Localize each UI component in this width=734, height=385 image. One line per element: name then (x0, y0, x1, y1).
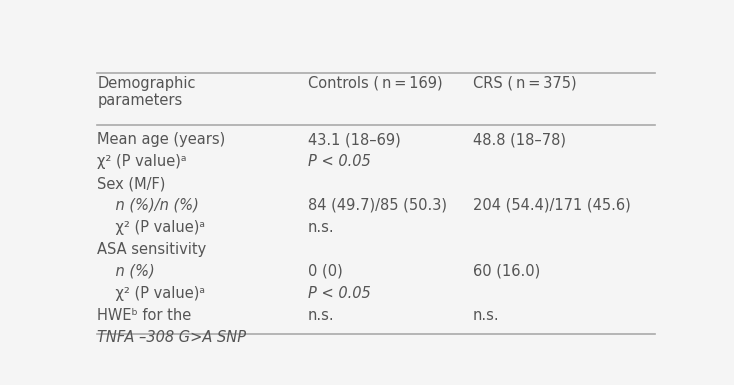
Text: χ² (P value)ᵃ: χ² (P value)ᵃ (98, 286, 206, 301)
Text: χ² (P value)ᵃ: χ² (P value)ᵃ (98, 220, 206, 235)
Text: n (%)/n (%): n (%)/n (%) (98, 198, 200, 213)
Text: 0 (0): 0 (0) (308, 264, 343, 279)
Text: 204 (54.4)/171 (45.6): 204 (54.4)/171 (45.6) (473, 198, 631, 213)
Text: P < 0.05: P < 0.05 (308, 154, 371, 169)
Text: χ² (P value)ᵃ: χ² (P value)ᵃ (98, 154, 187, 169)
Text: HWEᵇ for the: HWEᵇ for the (98, 308, 192, 323)
Text: ASA sensitivity: ASA sensitivity (98, 242, 207, 257)
Text: n.s.: n.s. (473, 308, 500, 323)
Text: TNFA –308 G>A SNP: TNFA –308 G>A SNP (98, 330, 247, 345)
Text: P < 0.05: P < 0.05 (308, 286, 371, 301)
Text: 48.8 (18–78): 48.8 (18–78) (473, 132, 566, 147)
Text: Demographic
parameters: Demographic parameters (98, 76, 196, 108)
Text: 84 (49.7)/85 (50.3): 84 (49.7)/85 (50.3) (308, 198, 447, 213)
Text: n.s.: n.s. (308, 220, 335, 235)
Text: n.s.: n.s. (308, 308, 335, 323)
Text: 60 (16.0): 60 (16.0) (473, 264, 540, 279)
Text: n (%): n (%) (98, 264, 155, 279)
Text: Sex (M/F): Sex (M/F) (98, 176, 166, 191)
Text: Mean age (years): Mean age (years) (98, 132, 225, 147)
Text: CRS ( n = 375): CRS ( n = 375) (473, 76, 576, 91)
Text: Controls ( n = 169): Controls ( n = 169) (308, 76, 443, 91)
Text: 43.1 (18–69): 43.1 (18–69) (308, 132, 401, 147)
